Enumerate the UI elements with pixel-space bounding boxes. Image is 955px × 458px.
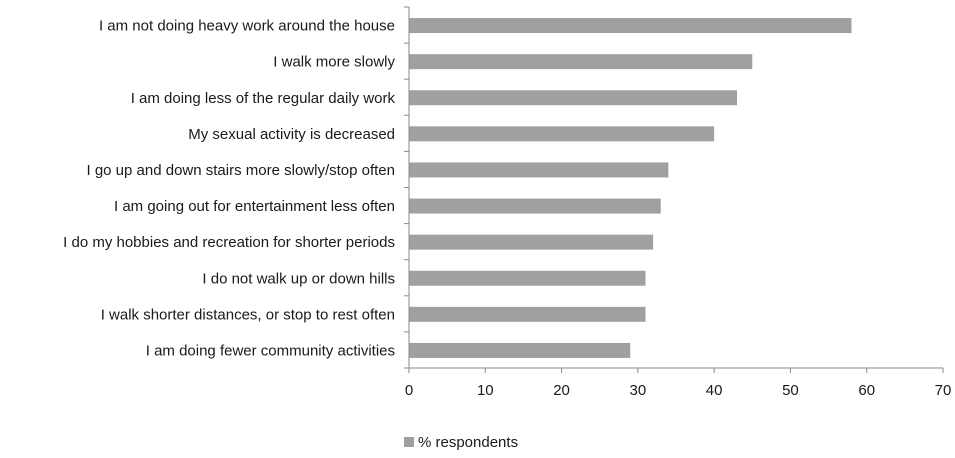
x-tick-label: 70: [935, 382, 952, 399]
bars-group: [409, 18, 852, 358]
category-label: I walk more slowly: [273, 54, 395, 71]
category-label: I am doing fewer community activities: [146, 342, 395, 359]
bar: [409, 126, 715, 142]
category-label: I am going out for entertainment less of…: [114, 198, 395, 215]
x-tick-label: 30: [630, 382, 647, 399]
bar: [409, 90, 738, 106]
x-tick-label: 60: [858, 382, 875, 399]
bar: [409, 54, 753, 70]
category-labels: I am not doing heavy work around the hou…: [63, 18, 395, 360]
x-axis: 0 10 20 30 40 50 60 70: [404, 6, 952, 399]
x-tick-label: 50: [782, 382, 799, 399]
bar: [409, 306, 646, 322]
bar: [409, 342, 631, 358]
x-tick-label: 40: [706, 382, 723, 399]
category-label: I walk shorter distances, or stop to res…: [101, 306, 395, 323]
category-label: I do not walk up or down hills: [202, 270, 395, 287]
category-label: I am not doing heavy work around the hou…: [99, 18, 395, 35]
bar: [409, 234, 654, 250]
x-tick-label: 20: [553, 382, 570, 399]
category-label: My sexual activity is decreased: [188, 126, 395, 143]
category-label: I am doing less of the regular daily wor…: [131, 90, 396, 107]
legend-label: % respondents: [418, 434, 518, 451]
category-label: I go up and down stairs more slowly/stop…: [87, 162, 396, 179]
bar: [409, 198, 661, 214]
x-tick-label: 0: [405, 382, 413, 399]
bar: [409, 162, 669, 178]
legend: % respondents: [404, 434, 518, 451]
legend-swatch: [404, 437, 414, 447]
bar: [409, 18, 852, 34]
x-tick-label: 10: [477, 382, 494, 399]
bar: [409, 270, 646, 286]
category-label: I do my hobbies and recreation for short…: [63, 234, 395, 251]
